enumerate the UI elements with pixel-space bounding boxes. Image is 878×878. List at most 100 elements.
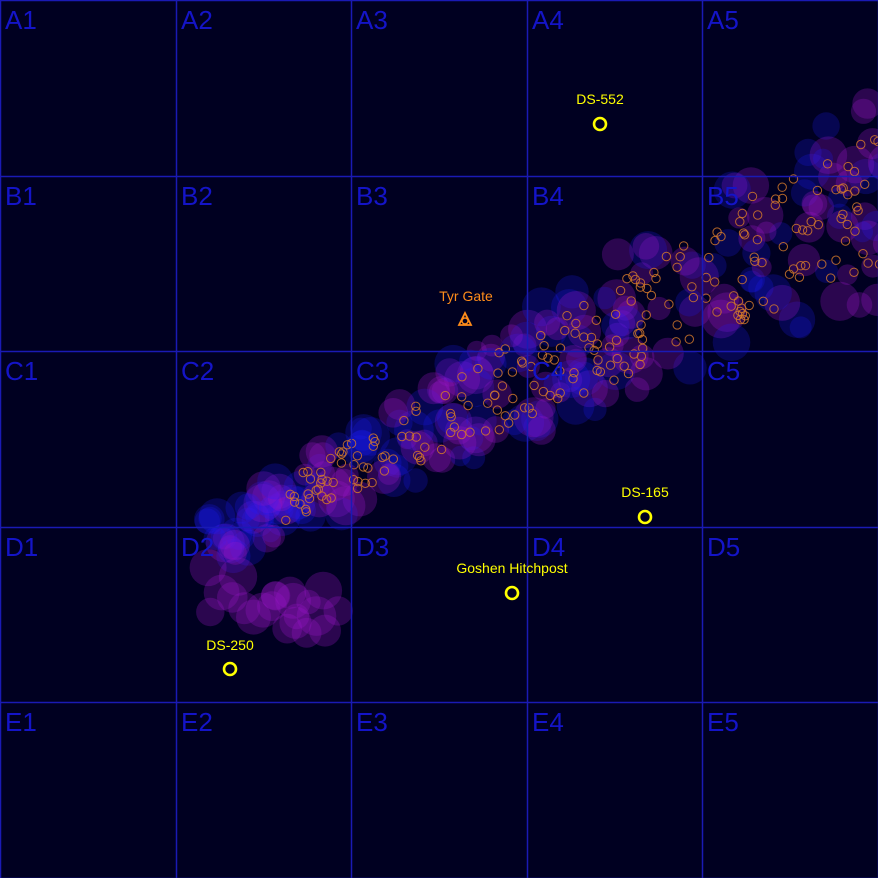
nebula-blob	[318, 480, 355, 518]
nebula-star	[592, 339, 602, 349]
nebula-star	[836, 213, 846, 224]
nebula-star	[638, 343, 648, 353]
nebula-blob	[571, 370, 608, 408]
nebula-blob	[612, 295, 638, 321]
nebula-blob	[323, 596, 353, 626]
nebula-star	[863, 258, 873, 268]
nebula-blob	[861, 283, 878, 316]
nebula-star	[615, 285, 626, 296]
nebula-star	[856, 139, 866, 150]
nebula-star	[591, 315, 601, 325]
nebula-blob	[272, 496, 302, 525]
nebula-blob	[457, 416, 495, 454]
nebula-star	[586, 332, 597, 343]
nebula-star	[507, 367, 518, 377]
nebula-blob	[219, 529, 250, 561]
grid-cell-label: D4	[532, 532, 566, 562]
nebula-star	[363, 463, 373, 473]
nebula-blob	[386, 409, 413, 436]
nebula-blob	[234, 493, 262, 520]
nebula-star	[494, 425, 504, 435]
nebula-star	[672, 262, 682, 272]
nebula-star	[411, 406, 421, 416]
nebula-star	[500, 344, 510, 354]
nebula-blob	[427, 376, 456, 405]
nebula-blob	[505, 403, 545, 442]
nebula-blob	[400, 430, 435, 465]
nebula-blob	[258, 496, 282, 519]
grid-cell-label: C4	[532, 356, 566, 386]
nebula-blob	[754, 274, 792, 312]
gate-triangle-icon-tyr-gate	[457, 310, 473, 326]
nebula-star	[436, 444, 447, 455]
poi-label-ds-250[interactable]: DS-250	[206, 637, 254, 653]
nebula-blob	[283, 470, 318, 505]
nebula-blob	[794, 153, 830, 190]
nebula-star	[622, 274, 632, 284]
nebula-star	[311, 485, 321, 495]
nebula-star	[813, 220, 823, 230]
grid-cell-label: C3	[356, 356, 390, 386]
nebula-star	[304, 493, 315, 504]
nebula-star	[671, 337, 681, 347]
nebula-blob	[738, 225, 766, 253]
nebula-blob	[335, 463, 359, 487]
nebula-blob	[428, 381, 451, 403]
nebula-star	[629, 349, 639, 359]
nebula-blob	[252, 524, 281, 553]
nebula-blob	[217, 582, 248, 613]
nebula-star	[777, 193, 788, 204]
nebula-star	[646, 290, 657, 301]
nebula-star	[838, 183, 848, 193]
nebula-star	[738, 228, 749, 238]
nebula-blob	[802, 194, 823, 216]
nebula-blob	[275, 582, 311, 619]
nebula-star	[411, 432, 421, 442]
nebula-star	[539, 341, 549, 351]
nebula-blob	[742, 238, 771, 268]
nebula-star	[322, 494, 332, 505]
nebula-blob	[456, 356, 495, 395]
nebula-blob	[260, 495, 282, 517]
nebula-blob	[561, 324, 595, 358]
nebula-blob	[436, 403, 469, 435]
nebula-blob	[872, 233, 878, 254]
nebula-blob	[530, 371, 561, 402]
nebula-star	[812, 185, 823, 196]
nebula-blob	[241, 504, 274, 537]
poi-label-tyr-gate[interactable]: Tyr Gate	[439, 288, 493, 304]
nebula-star	[710, 277, 720, 287]
nebula-star	[688, 292, 699, 303]
nebula-star	[317, 491, 327, 501]
nebula-blob	[846, 292, 873, 318]
nebula-blob	[809, 136, 848, 174]
nebula-blob	[444, 361, 481, 398]
nebula-blob	[868, 153, 878, 180]
nebula-blob	[279, 606, 312, 639]
nebula-blob	[462, 446, 486, 470]
poi-label-ds-165[interactable]: DS-165	[621, 484, 669, 500]
nebula-blob	[527, 416, 556, 445]
nebula-star	[642, 283, 652, 294]
nebula-star	[367, 477, 377, 488]
nebula-star	[651, 273, 661, 284]
nebula-star	[679, 241, 689, 251]
nebula-star	[610, 309, 621, 319]
nebula-star	[735, 217, 745, 227]
nebula-blob	[861, 254, 878, 278]
nebula-blob	[260, 581, 291, 611]
nebula-blob	[790, 179, 819, 207]
poi-label-goshen-hitchpost[interactable]: Goshen Hitchpost	[456, 560, 568, 576]
nebula-star	[592, 365, 602, 376]
nebula-blob	[291, 617, 322, 648]
nebula-blob	[403, 468, 428, 493]
poi-label-ds-552[interactable]: DS-552	[576, 91, 624, 107]
nebula-star	[850, 226, 860, 236]
nebula-blob	[243, 483, 282, 523]
nebula-star	[740, 230, 750, 240]
nebula-blob	[474, 347, 507, 380]
nebula-star	[358, 462, 369, 472]
grid-cell-label: E2	[181, 707, 213, 737]
